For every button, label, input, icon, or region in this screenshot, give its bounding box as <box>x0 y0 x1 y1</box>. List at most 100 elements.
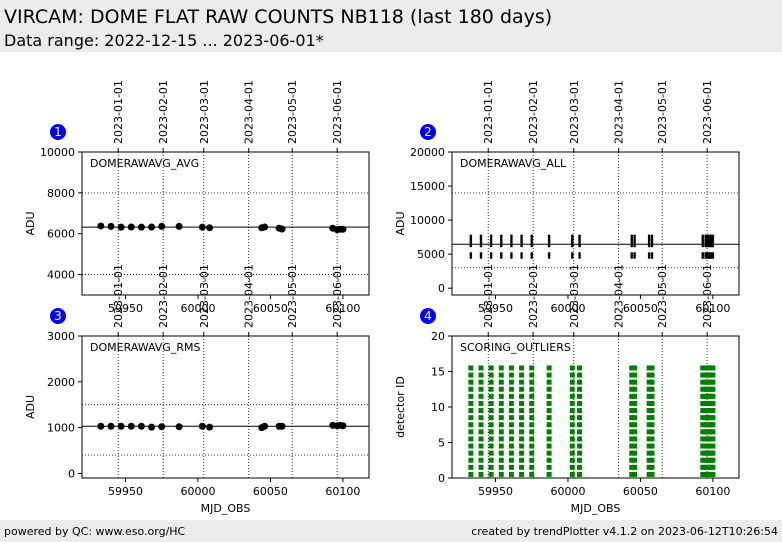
panel-1-date-label: 2023-02-01 <box>157 80 170 144</box>
panel-4-outlier-mark <box>632 415 638 421</box>
panel-3-number: 3 <box>54 309 62 323</box>
panel-3-date-label: 2023-04-01 <box>243 264 256 328</box>
panel-3-label: DOMERAWAVG_RMS <box>90 341 200 354</box>
panel-2-point <box>647 252 651 255</box>
panel-2-date-label: 2023-05-01 <box>656 80 669 144</box>
panel-3-ytick-label: 3000 <box>47 330 75 343</box>
panel-2-point <box>630 256 634 259</box>
panel-3-date-label: 2023-03-01 <box>198 264 211 328</box>
panel-2-point <box>530 238 534 242</box>
panel-4-outlier-mark <box>529 464 535 470</box>
panel-4-outlier-mark <box>577 379 583 385</box>
panel-4-outlier-mark <box>649 372 655 378</box>
panel-4-outlier-mark <box>629 408 635 414</box>
panel-2-ytick-label: 5000 <box>417 248 445 261</box>
panel-3-point <box>148 423 156 431</box>
panel-4-outlier-mark <box>646 379 652 385</box>
panel-4-outlier-mark <box>629 471 635 477</box>
panel-2-point <box>701 236 705 240</box>
panel-4-outlier-mark <box>529 372 535 378</box>
panel-4-outlier-mark <box>646 422 652 428</box>
panel-1-point <box>206 224 214 232</box>
panel-2-point <box>469 252 473 255</box>
panel-4-outlier-mark <box>700 408 706 414</box>
panel-1-point <box>278 225 286 233</box>
panel-2-point <box>547 234 551 238</box>
panel-4-date-label: 2023-06-01 <box>701 264 714 328</box>
panel-4-outlier-mark <box>519 471 525 477</box>
panel-2-date-label: 2023-02-01 <box>527 80 540 144</box>
panel-4-outlier-mark <box>508 450 514 456</box>
panel-4-outlier-mark <box>508 422 514 428</box>
panel-4-outlier-mark <box>546 379 552 385</box>
panel-4-outlier-mark <box>646 393 652 399</box>
panel-4-outlier-mark <box>478 464 484 470</box>
panel-2-point <box>530 254 534 257</box>
panel-1-ytick-label: 6000 <box>47 228 75 241</box>
panel-2-point <box>571 242 574 246</box>
panel-4-outlier-mark <box>700 436 706 442</box>
panel-4-outlier-mark <box>508 436 514 442</box>
panel-4-outlier-mark <box>508 365 514 371</box>
panel-3-point <box>261 422 269 430</box>
panel-4-outlier-mark <box>632 464 638 470</box>
panel-2-point <box>510 254 513 257</box>
panel-4-xtick-label: 59950 <box>478 485 513 498</box>
panel-4-outlier-mark <box>529 400 535 406</box>
panel-2-point <box>469 244 473 248</box>
panel-3-date-label: 2023-02-01 <box>157 264 170 328</box>
panel-4-outlier-mark <box>519 464 525 470</box>
panel-4-outlier-mark <box>710 422 716 428</box>
panel-2-point <box>578 240 581 244</box>
panel-4-outlier-mark <box>629 386 635 392</box>
panel-2-point <box>711 242 715 246</box>
panel-4-outlier-mark <box>569 443 575 449</box>
panel-2-point <box>520 252 523 255</box>
panel-4-outlier-mark <box>519 450 525 456</box>
panel-4-outlier-mark <box>508 429 514 435</box>
panel-2-point <box>630 244 634 248</box>
panel-2-point <box>633 252 636 255</box>
panel-4-outlier-mark <box>569 400 575 406</box>
panel-4-outlier-mark <box>577 464 583 470</box>
panel-4-outlier-mark <box>646 386 652 392</box>
panel-4-outlier-mark <box>577 457 583 463</box>
panel-4-outlier-mark <box>508 471 514 477</box>
panel-1-point <box>117 223 125 231</box>
panel-4-outlier-mark <box>529 408 535 414</box>
panel-2-point <box>510 238 513 242</box>
panel-2-point <box>479 242 483 246</box>
panel-4-outlier-mark <box>498 400 504 406</box>
panel-4-outlier-mark <box>488 429 494 435</box>
panel-1-xtick-label: 60000 <box>180 302 215 315</box>
panel-2-point <box>499 238 503 242</box>
panel-4-outlier-mark <box>710 471 716 477</box>
panel-3-date-label: 2023-06-01 <box>331 264 344 328</box>
panel-4-outlier-mark <box>519 365 525 371</box>
panel-2-point <box>547 244 551 248</box>
panel-4-outlier-mark <box>519 400 525 406</box>
panel-2-point <box>499 240 503 244</box>
panel-3-point <box>97 422 105 430</box>
panel-4-outlier-mark <box>649 450 655 456</box>
panel-4-outlier-mark <box>488 471 494 477</box>
panel-2-point <box>489 242 493 246</box>
panel-2-point <box>489 234 493 238</box>
panel-2-point <box>547 256 551 259</box>
panel-4-outlier-mark <box>519 408 525 414</box>
panel-4-ytick-label: 5 <box>438 437 445 450</box>
panel-2-point <box>469 240 473 244</box>
panel-4-outlier-mark <box>508 393 514 399</box>
panel-2-point <box>530 256 534 259</box>
panel-4-outlier-mark <box>710 464 716 470</box>
panel-2-point <box>530 236 534 240</box>
panel-2-point <box>510 256 513 259</box>
panel-2-point <box>630 254 634 257</box>
panel-4-outlier-mark <box>632 372 638 378</box>
panel-1-point <box>339 225 347 233</box>
panel-4-outlier-mark <box>646 365 652 371</box>
panel-4-outlier-mark <box>632 400 638 406</box>
panel-4-outlier-mark <box>508 408 514 414</box>
panel-1-ytick-label: 10000 <box>40 146 75 159</box>
panel-2-point <box>547 242 551 246</box>
